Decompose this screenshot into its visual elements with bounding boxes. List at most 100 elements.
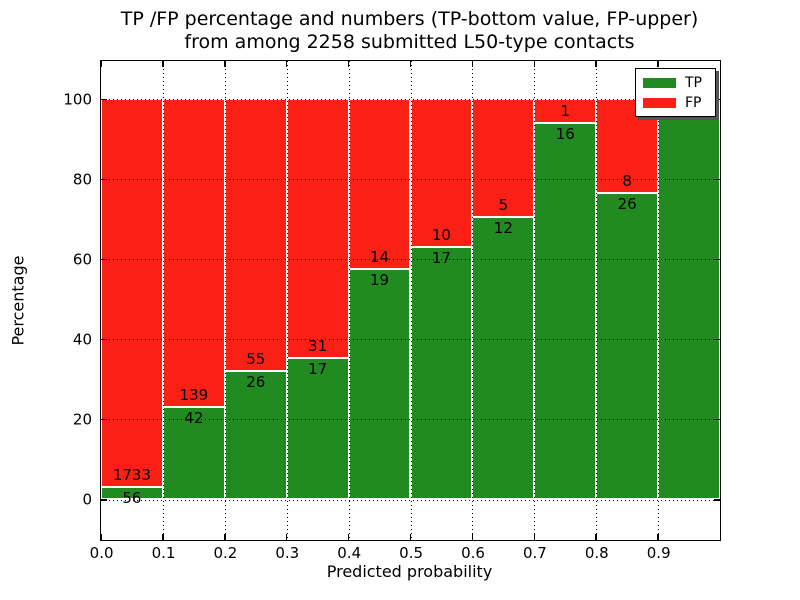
tp-count-label: 56 [122,488,142,507]
fp-bar-segment [224,99,287,371]
tp-bar-segment [472,216,535,500]
y-tick-label: 80 [72,170,92,189]
x-tick-bottom [100,534,102,540]
x-tick-top [409,61,412,67]
tp-count-label: 19 [370,271,390,290]
legend: TP FP [635,68,716,117]
x-tick-top [471,61,474,67]
chart-title: TP /FP percentage and numbers (TP-bottom… [100,8,719,54]
x-tick-label: 0.6 [461,544,485,562]
x-tick-label: 0.2 [213,544,238,562]
fp-count-label: 1733 [112,465,152,484]
tp-bar-segment [658,99,720,500]
x-tick-top [100,61,102,67]
fp-legend-label: FP [685,95,702,111]
y-tick-right [714,418,720,421]
tp-count-label: 17 [308,359,328,378]
x-tick-top [285,61,288,67]
fp-count-label: 8 [622,172,632,191]
x-tick-bottom [471,534,474,540]
x-tick-top [347,61,350,67]
vertical-gridline [596,61,598,540]
y-tick-left [101,418,107,421]
x-tick-bottom [657,534,659,540]
vertical-gridline [286,61,288,540]
tp-bar-segment [596,193,659,500]
x-tick-top [224,61,226,67]
x-tick-top [162,61,164,67]
fp-count-label: 31 [308,336,328,355]
tp-bar-segment [286,357,349,500]
legend-item-tp: TP [643,76,715,90]
x-axis-label: Predicted probability [326,562,493,581]
fp-count-label: 139 [179,385,209,404]
y-tick-left [101,499,107,501]
x-tick-label: 0.9 [646,544,671,562]
y-tick-right [714,178,720,181]
vertical-gridline [472,61,474,540]
x-tick-bottom [224,534,226,540]
y-tick-label: 20 [72,410,92,429]
tp-count-label: 16 [555,124,575,143]
chart-title-line1: TP /FP percentage and numbers (TP-bottom… [120,8,699,30]
tp-count-label: 26 [617,195,637,214]
vertical-gridline [162,61,164,540]
x-tick-bottom [347,534,350,540]
tp-count-label: 42 [184,408,204,427]
tp-legend-label: TP [685,75,702,91]
x-tick-bottom [285,534,288,540]
x-tick-label: 0.0 [89,544,114,562]
fp-bar-segment [101,99,163,487]
y-tick-left [101,98,107,101]
tp-bar-segment [162,406,225,500]
y-tick-label: 60 [72,250,92,269]
tp-count-label: 12 [493,218,513,237]
y-tick-label: 40 [72,330,92,349]
fp-bar-segment [162,99,225,407]
fp-legend-swatch-icon [643,98,676,108]
fp-count-label: 14 [370,248,390,267]
x-tick-top [533,61,536,67]
fp-bar-segment [286,99,349,358]
x-tick-label: 0.5 [399,544,424,562]
y-axis-label: Percentage [8,255,28,346]
x-tick-bottom [162,534,164,540]
x-tick-bottom [533,534,536,540]
y-tick-left [101,178,107,181]
tp-legend-swatch-icon [643,78,676,88]
y-tick-right [714,499,720,501]
vertical-gridline [658,61,660,540]
x-tick-label: 0.3 [275,544,300,562]
y-tick-left [101,338,107,341]
y-tick-right [714,258,720,261]
tp-bar-segment [348,269,411,500]
x-tick-label: 0.4 [337,544,362,562]
fp-count-label: 1 [560,101,571,120]
vertical-gridline [534,61,536,540]
x-tick-top [595,61,597,67]
x-tick-label: 0.8 [584,544,609,562]
fp-count-label: 10 [431,226,451,245]
legend-item-fp: FP [643,96,715,110]
x-tick-bottom [409,534,412,540]
chart-title-line2: from among 2258 submitted L50-type conta… [184,31,635,53]
x-tick-bottom [595,534,597,540]
tp-count-label: 26 [246,373,266,391]
y-tick-right [714,338,720,341]
y-tick-left [101,258,107,261]
y-tick-right [714,98,720,101]
fp-bar-segment [410,99,473,248]
fp-count-label: 55 [246,350,266,368]
x-tick-top [657,61,659,67]
vertical-gridline [348,61,350,540]
plot-area: 173356139425526311714191017512116826031 … [100,60,721,541]
tp-bar-segment [410,247,473,500]
vertical-gridline [224,61,226,540]
x-tick-label: 0.7 [522,544,547,562]
x-tick-label: 0.1 [151,544,176,562]
tp-bar-segment [224,371,287,500]
vertical-gridline [410,61,412,540]
y-tick-label: 100 [63,90,92,109]
tp-count-label: 17 [431,249,451,268]
